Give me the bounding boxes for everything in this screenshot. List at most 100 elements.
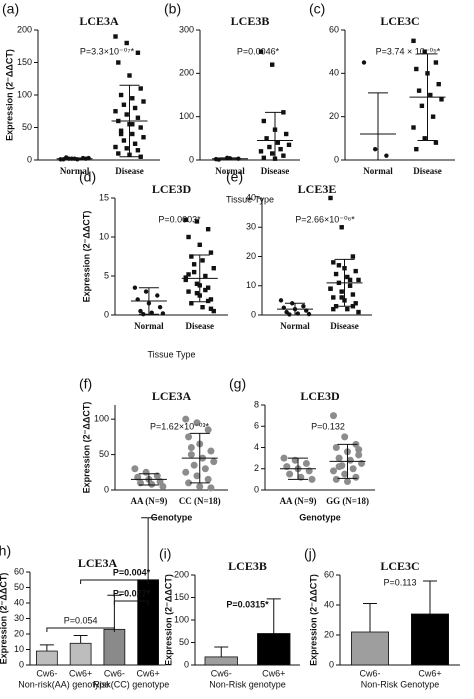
data-point (121, 138, 127, 143)
data-point (183, 217, 188, 223)
data-point (132, 141, 138, 146)
data-point (355, 451, 363, 459)
data-point (411, 125, 416, 130)
y-tick-label: 0 (254, 484, 259, 494)
data-point (205, 298, 211, 304)
x-tick-label: Disease (413, 166, 442, 176)
data-point (436, 81, 441, 87)
data-point (138, 154, 143, 159)
y-tick-label: 0 (334, 154, 339, 164)
panel-label: (h) (0, 543, 11, 559)
data-point (130, 96, 135, 101)
y-tick-label: 0 (251, 309, 256, 319)
error-bar (368, 92, 388, 161)
data-point (121, 102, 127, 107)
panel-label: (f) (79, 376, 92, 392)
x-tick-label: CC (N=18) (179, 496, 221, 506)
y-tick-label: 0 (329, 659, 334, 669)
x-tick-label: AA (N=9) (280, 496, 317, 506)
x-axis-label: Tissue Type (147, 349, 195, 359)
error-bar (73, 635, 88, 644)
data-point (341, 470, 349, 478)
data-point (118, 92, 124, 98)
panel-title: LCE3A (78, 556, 118, 570)
panel-label: (d) (79, 169, 96, 185)
bar (204, 656, 238, 666)
error-bar (107, 594, 122, 630)
x-tick-label: Cw6+ (418, 668, 441, 678)
bar (350, 631, 389, 666)
data-point (308, 475, 316, 483)
data-point (261, 155, 266, 161)
data-point (332, 475, 340, 483)
data-point (301, 304, 306, 309)
data-point (207, 447, 215, 455)
data-point (207, 484, 215, 492)
y-tick-label: 200 (174, 569, 189, 579)
data-point (339, 289, 344, 294)
data-point (197, 242, 202, 247)
data-point (356, 277, 361, 283)
data-point (302, 459, 310, 467)
data-point (183, 277, 188, 283)
data-point (258, 49, 264, 54)
group-label: Non-Risk Genotype (361, 679, 440, 689)
data-point (270, 62, 275, 67)
panel-title: LCE3E (298, 182, 337, 196)
p-value: P=0.0315* (226, 599, 269, 609)
error-bar (337, 443, 358, 479)
error-bar (334, 258, 355, 307)
data-point (422, 136, 427, 141)
x-tick-label: Disease (186, 321, 215, 331)
y-tick-label: 20 (246, 251, 256, 261)
data-point (331, 260, 336, 265)
y-tick-label: 40 (246, 192, 256, 202)
data-point (344, 478, 351, 485)
data-point (124, 146, 129, 151)
panel-title: LCE3A (79, 14, 119, 28)
y-tick-label: 10 (99, 231, 109, 241)
error-bar (39, 644, 54, 652)
data-point (157, 305, 163, 310)
x-axis-label: Tissue Type (226, 194, 274, 204)
data-point (350, 254, 356, 259)
x-axis-label: Genotype (299, 512, 341, 522)
data-point (208, 250, 214, 255)
x-tick-label: Cw6- (104, 668, 125, 678)
x-tick-label: Normal (363, 166, 393, 176)
y-tick-label: 50 (22, 122, 32, 132)
p-value: P=0.0003* (158, 214, 201, 224)
data-point (208, 297, 214, 302)
data-point (141, 135, 146, 140)
p-value: P=0.132 (311, 421, 345, 431)
y-tick-label: 40 (14, 597, 24, 607)
panel-title: LCE3B (228, 559, 267, 573)
x-tick-label: Normal (134, 321, 164, 331)
data-point (335, 454, 343, 462)
data-point (118, 131, 124, 137)
data-point (194, 281, 200, 286)
y-axis-label: Expression (2⁻ΔΔCT) (4, 49, 14, 141)
bar (36, 650, 58, 666)
y-axis-label: Expression (2⁻ΔΔCT) (308, 574, 318, 666)
panel-label: (a) (2, 1, 19, 17)
data-point (352, 473, 360, 481)
data-point (208, 306, 214, 311)
data-point (328, 286, 333, 291)
data-point (186, 234, 191, 240)
data-point (124, 40, 129, 46)
data-point (428, 92, 433, 98)
y-tick-label: 60 (324, 569, 334, 579)
y-tick-label: 40 (329, 68, 339, 78)
y-tick-label: 200 (17, 24, 32, 34)
data-point (339, 295, 344, 300)
data-point (194, 219, 200, 224)
x-axis-label: Genotype (151, 512, 193, 522)
error-bar (214, 646, 229, 657)
data-point (373, 146, 378, 152)
y-tick-label: 40 (324, 599, 334, 609)
data-point (159, 482, 167, 490)
data-point (332, 444, 340, 451)
panel-label: (i) (159, 546, 171, 562)
error-bar (417, 53, 438, 141)
